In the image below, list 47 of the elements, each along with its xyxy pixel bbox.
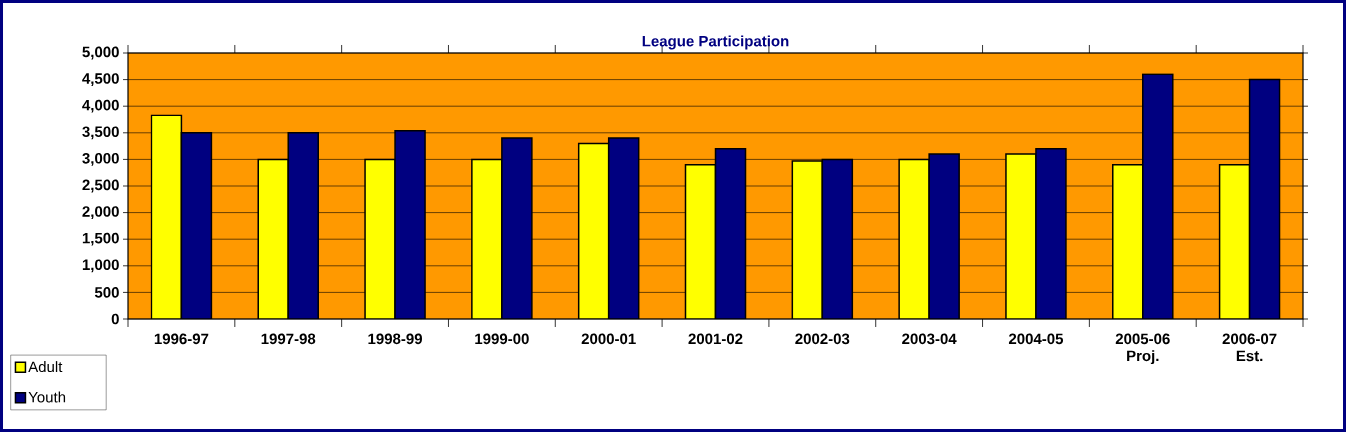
y-tick-label: 500 bbox=[94, 287, 119, 298]
y-tick-label: 3,000 bbox=[82, 153, 119, 166]
y-tick-label: 0 bbox=[111, 313, 119, 325]
chart-title: League Participation bbox=[642, 35, 789, 50]
bar bbox=[791, 160, 824, 319]
bar bbox=[1248, 78, 1281, 319]
y-tick-label: 5,000 bbox=[82, 46, 119, 60]
x-tick-label: 2004-05 bbox=[1008, 333, 1064, 345]
bar bbox=[821, 158, 854, 319]
bar bbox=[1005, 153, 1037, 319]
legend-label: Youth bbox=[28, 391, 66, 403]
bar bbox=[471, 158, 503, 319]
x-tick-label: 1997-98 bbox=[261, 333, 316, 345]
legend-label: Adult bbox=[28, 361, 63, 373]
y-tick-label: 3,500 bbox=[82, 126, 119, 140]
x-tick-label: 2003-04 bbox=[902, 333, 957, 345]
y-tick-label: 4,500 bbox=[82, 73, 119, 86]
bar bbox=[394, 129, 426, 319]
y-tick-label: 2,500 bbox=[82, 179, 119, 193]
x-tick-label: 1998-99 bbox=[368, 333, 422, 345]
bar bbox=[577, 142, 610, 319]
bar bbox=[150, 114, 183, 319]
x-tick-label: 1996-97 bbox=[154, 333, 209, 345]
bar bbox=[1142, 73, 1174, 319]
bar bbox=[1035, 148, 1067, 319]
bar bbox=[1112, 163, 1144, 319]
y-tick-label: 1,500 bbox=[82, 232, 119, 246]
bar bbox=[1218, 163, 1251, 319]
bar bbox=[287, 132, 319, 319]
x-tick-label: 2000-01 bbox=[581, 333, 636, 345]
y-tick-label: 1,000 bbox=[82, 259, 119, 273]
bar bbox=[501, 137, 533, 319]
x-tick-label: 2005-06 Proj. bbox=[1115, 333, 1170, 365]
y-tick-label: 2,000 bbox=[82, 206, 119, 219]
x-tick-label: 2006-07 Est. bbox=[1222, 333, 1277, 362]
x-tick-label: 1999-00 bbox=[475, 333, 529, 345]
bar bbox=[898, 158, 930, 319]
bar bbox=[257, 158, 289, 319]
bar bbox=[607, 137, 640, 319]
bar bbox=[928, 153, 960, 319]
bar bbox=[364, 158, 396, 319]
bar bbox=[180, 132, 213, 319]
x-tick-label: 2002-03 bbox=[795, 333, 850, 345]
x-tick-label: 2001-02 bbox=[688, 333, 743, 345]
bar bbox=[685, 164, 716, 319]
bar bbox=[715, 148, 746, 319]
y-tick-label: 4,000 bbox=[82, 99, 119, 113]
